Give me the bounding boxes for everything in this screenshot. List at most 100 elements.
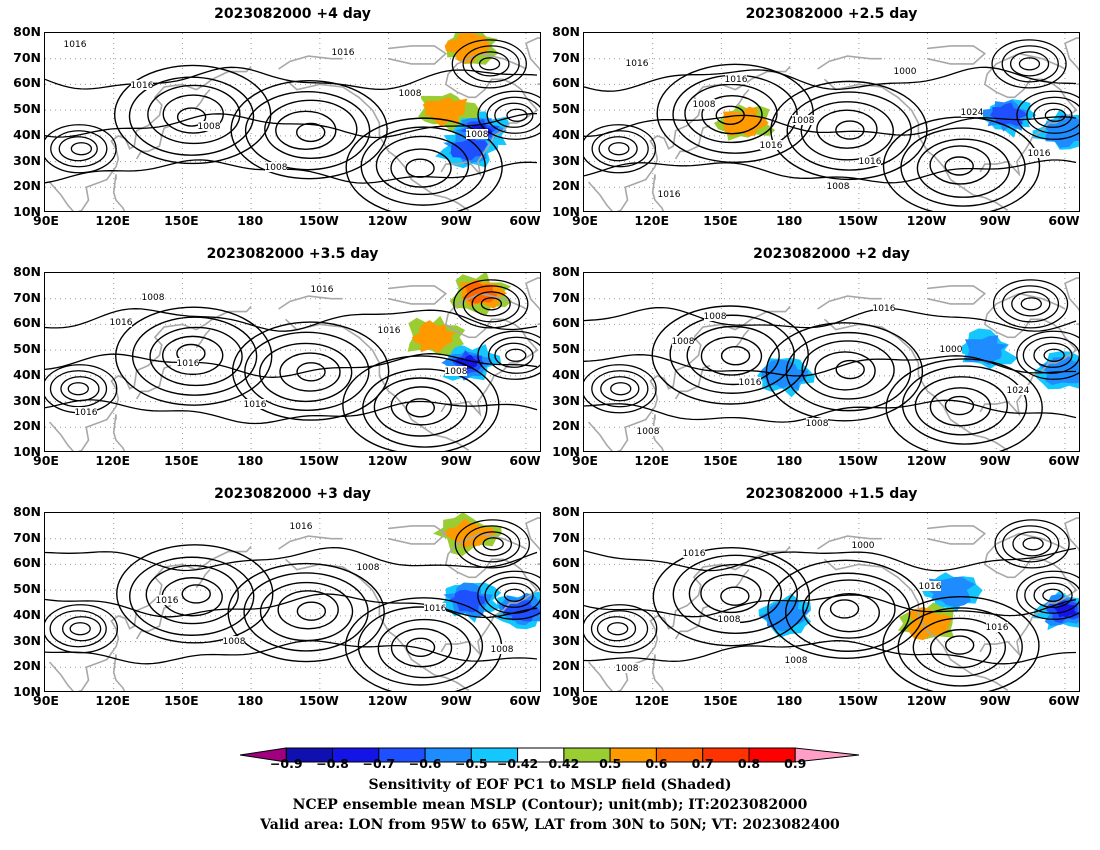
- contour-label: 1016: [986, 623, 1009, 633]
- lat-tick-label: 80N: [13, 504, 41, 519]
- lon-tick-label: 90W: [440, 693, 472, 708]
- contour-label: 1016: [332, 48, 355, 58]
- contour-label: 1016: [177, 359, 200, 369]
- lat-tick-label: 10N: [13, 444, 41, 459]
- lon-tick-label: 90E: [33, 453, 59, 468]
- lon-tick-label: 120E: [95, 693, 131, 708]
- map-plot: 1016 1008 1016 1008 1000 1024 1016 1016 1016 1008…: [583, 32, 1080, 212]
- lon-tick-label: 180: [776, 693, 803, 708]
- lat-tick-label: 60N: [552, 555, 580, 571]
- lon-tick-label: 180: [776, 453, 803, 468]
- colorbar-tick-label: 0.6: [645, 756, 668, 771]
- colorbar-tick-label: 0.8: [737, 756, 761, 771]
- shading-level: [448, 589, 486, 613]
- lon-tick-label: 90E: [33, 213, 59, 228]
- contour-label: 1008: [198, 122, 221, 132]
- colorbar-segment: [794, 747, 860, 763]
- caption-contour: NCEP ensemble mean MSLP (Contour); unit(…: [292, 797, 808, 813]
- lon-tick-label: 120W: [906, 693, 947, 708]
- contour-label: 1016: [131, 81, 154, 91]
- lat-tick-label: 40N: [13, 606, 41, 622]
- contour-label: 1016: [156, 596, 179, 606]
- lat-tick-label: 30N: [552, 632, 580, 648]
- contour-label: 1016: [311, 285, 334, 295]
- contour-label: 1024: [1007, 386, 1030, 396]
- contour-label: 1016: [919, 582, 942, 592]
- mslp-contours: [45, 39, 540, 211]
- lat-tick-label: 20N: [552, 418, 580, 434]
- contour-label: 1008: [466, 130, 489, 140]
- lon-tick-label: 90W: [440, 453, 472, 468]
- lon-tick-label: 60W: [1048, 693, 1080, 708]
- contour-label: 1008: [672, 337, 695, 347]
- mslp-contours: [584, 279, 1079, 451]
- lon-tick-label: 90W: [979, 453, 1011, 468]
- lat-tick-label: 30N: [13, 152, 41, 168]
- lon-tick-label: 120W: [906, 453, 947, 468]
- lon-tick-label: 180: [237, 213, 264, 228]
- contour-label: 1008: [718, 615, 741, 625]
- contour-label: 1008: [399, 89, 422, 99]
- contour-label: 1016: [290, 522, 313, 532]
- lon-tick-label: 180: [237, 693, 264, 708]
- contour-label: 1024: [961, 108, 984, 118]
- lon-tick-label: 60W: [1048, 213, 1080, 228]
- lon-tick-label: 90E: [572, 693, 598, 708]
- contour-label: 1000: [852, 541, 875, 551]
- lat-tick-label: 50N: [552, 101, 580, 117]
- lat-tick-label: 50N: [552, 341, 580, 357]
- contour-label: 1008: [693, 100, 716, 110]
- contour-label: 1000: [894, 67, 917, 77]
- mslp-contours: [45, 279, 540, 451]
- lat-tick-label: 30N: [552, 152, 580, 168]
- panel-title: 2023082000 +3.5 day: [206, 246, 379, 262]
- lat-tick-label: 20N: [13, 418, 41, 434]
- lon-tick-label: 90W: [979, 213, 1011, 228]
- contour-label: 1016: [739, 378, 762, 388]
- colorbar-tick-label: −0.42: [496, 756, 539, 771]
- lat-tick-label: 30N: [552, 392, 580, 408]
- lat-tick-label: 30N: [13, 392, 41, 408]
- lon-tick-label: 120E: [634, 213, 670, 228]
- lon-tick-label: 120E: [95, 213, 131, 228]
- lat-tick-label: 20N: [13, 178, 41, 194]
- lat-tick-label: 80N: [552, 24, 580, 39]
- colorbar-tick-label: 0.9: [784, 756, 807, 771]
- contour-label: 1016: [658, 190, 681, 200]
- lat-tick-label: 50N: [13, 581, 41, 597]
- lat-tick-label: 70N: [13, 529, 41, 545]
- lat-tick-label: 20N: [552, 658, 580, 674]
- coastlines: [588, 277, 1079, 451]
- map-canvas: 1016 1008 1016 1008 1016 1008: [45, 513, 540, 691]
- contour-label: 1008: [792, 116, 815, 126]
- lat-tick-label: 40N: [552, 606, 580, 622]
- mslp-contours: [584, 519, 1079, 691]
- map-plot: 1008 1016 1008 1016 1000 1024 1008 1008: [583, 272, 1080, 452]
- contour-label: 1016: [760, 141, 783, 151]
- contour-labels: 1016 1016 1008 1008 1016 1008 1008: [64, 39, 489, 173]
- lon-tick-label: 90W: [979, 693, 1011, 708]
- lon-tick-label: 90E: [572, 453, 598, 468]
- lon-tick-label: 150E: [164, 453, 199, 468]
- lon-tick-label: 150W: [298, 213, 339, 228]
- map-plot: 1016 1008 1016 1008 1016 1008: [44, 512, 541, 692]
- lat-tick-label: 50N: [13, 101, 41, 117]
- lon-tick-label: 60W: [509, 693, 541, 708]
- colorbar-tick-label: −0.5: [455, 756, 488, 771]
- lon-tick-label: 120W: [367, 213, 408, 228]
- lon-tick-label: 60W: [1048, 453, 1080, 468]
- contour-label: 1016: [244, 400, 267, 410]
- lon-tick-label: 90E: [33, 693, 59, 708]
- contour-labels: 1008 1016 1008 1016 1000 1024 1008 1008: [637, 303, 1030, 437]
- lat-tick-label: 40N: [13, 366, 41, 382]
- contour-label: 1008: [704, 312, 727, 322]
- lon-tick-label: 150E: [703, 453, 738, 468]
- contour-label: 1008: [491, 645, 514, 655]
- colorbar-tick-label: 0.7: [691, 756, 714, 771]
- lat-tick-label: 80N: [552, 264, 580, 279]
- map-plot: 1016 1016 1008 1008 1016 1008 1008: [44, 32, 541, 212]
- contour-label: 1016: [859, 157, 882, 167]
- contour-label: 1008: [223, 637, 246, 647]
- contour-label: 1008: [445, 367, 468, 377]
- lat-tick-label: 10N: [552, 444, 580, 459]
